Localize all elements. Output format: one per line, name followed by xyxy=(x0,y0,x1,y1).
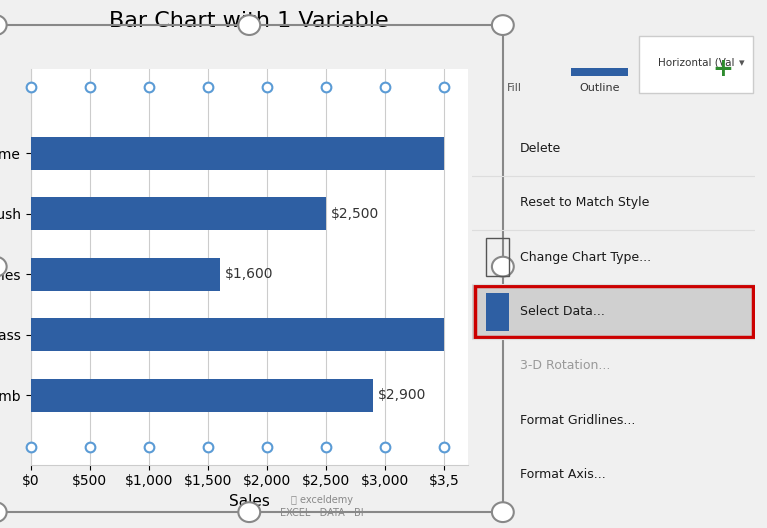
Text: +: + xyxy=(713,56,733,81)
Text: Format Axis...: Format Axis... xyxy=(520,468,606,481)
Bar xyxy=(486,293,509,331)
Text: Delete: Delete xyxy=(520,142,561,155)
Circle shape xyxy=(0,257,7,277)
Text: $1,600: $1,600 xyxy=(225,267,273,281)
Text: Horizontal (Val: Horizontal (Val xyxy=(657,58,734,68)
Bar xyxy=(31,197,326,230)
Bar xyxy=(31,379,374,412)
Circle shape xyxy=(239,15,260,35)
Text: Format Gridlines...: Format Gridlines... xyxy=(520,413,635,427)
Circle shape xyxy=(239,502,260,522)
Bar xyxy=(486,238,509,276)
Circle shape xyxy=(0,15,7,35)
Text: ▾: ▾ xyxy=(739,58,744,68)
Text: Change Chart Type...: Change Chart Type... xyxy=(520,251,651,263)
Text: Outline: Outline xyxy=(579,83,620,93)
Text: Reset to Match Style: Reset to Match Style xyxy=(520,196,650,210)
Text: 3-D Rotation...: 3-D Rotation... xyxy=(520,360,611,372)
Text: $2,900: $2,900 xyxy=(378,388,426,402)
Circle shape xyxy=(492,15,514,35)
FancyBboxPatch shape xyxy=(639,36,752,93)
Bar xyxy=(571,68,627,76)
Text: $2,500: $2,500 xyxy=(331,206,379,221)
Text: Select Data...: Select Data... xyxy=(520,305,605,318)
Circle shape xyxy=(0,502,7,522)
Title: Bar Chart with 1 Variable: Bar Chart with 1 Variable xyxy=(110,11,389,31)
Bar xyxy=(475,286,752,337)
Bar xyxy=(31,318,444,351)
Circle shape xyxy=(492,257,514,277)
Text: 🏠 exceldemy
EXCEL · DATA · BI: 🏠 exceldemy EXCEL · DATA · BI xyxy=(280,495,364,518)
Bar xyxy=(31,258,219,291)
X-axis label: Sales: Sales xyxy=(229,494,270,509)
Text: Fill: Fill xyxy=(507,83,522,93)
Bar xyxy=(31,137,444,170)
Circle shape xyxy=(492,502,514,522)
Bar xyxy=(472,285,755,338)
